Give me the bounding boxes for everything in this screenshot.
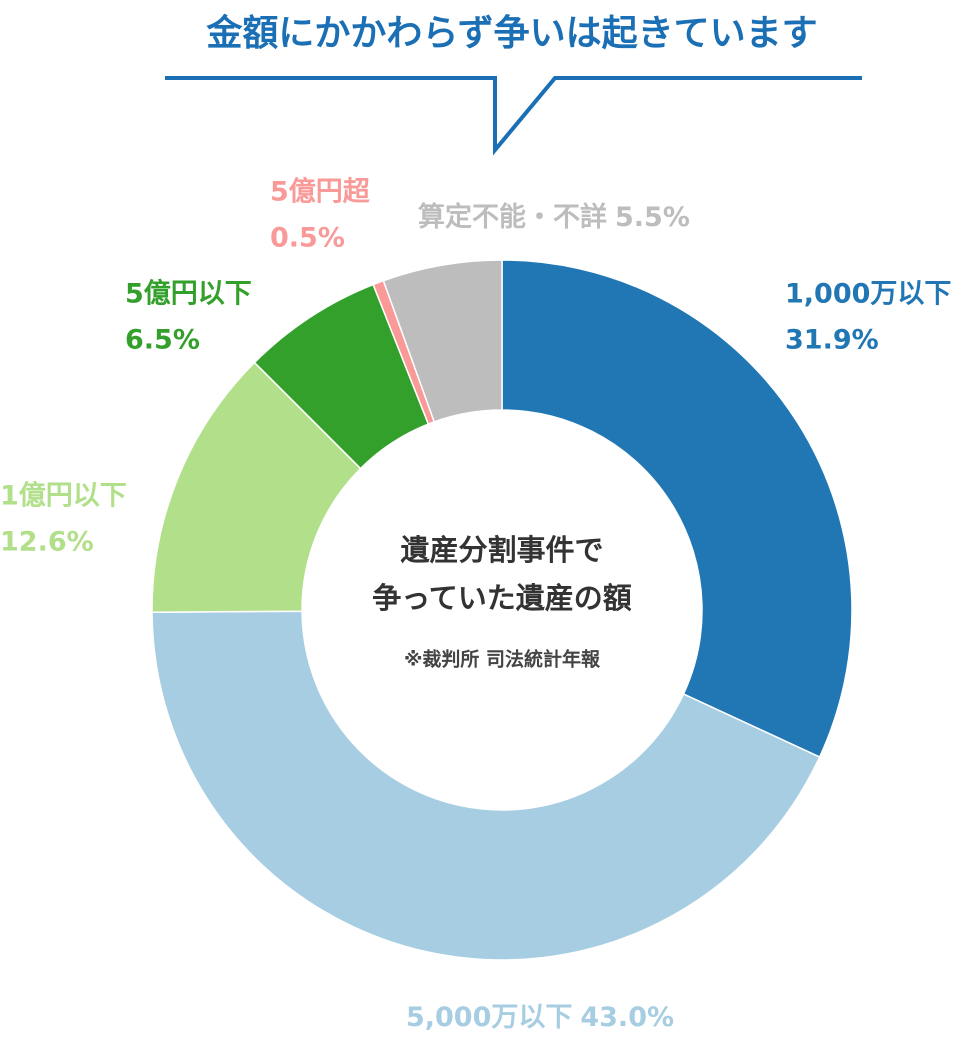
center-text: 争っていた遺産の額 xyxy=(372,581,632,615)
donut-segment xyxy=(501,259,853,759)
value-label: 12.6% xyxy=(0,527,94,558)
category-label: 1,000万以下 xyxy=(785,279,951,310)
category-label: 5億円超 xyxy=(270,177,371,208)
value-label: 43.0% xyxy=(580,1002,674,1033)
chart-title: 金額にかかわらず争いは起きています xyxy=(205,12,817,54)
category-label: 算定不能・不詳 xyxy=(418,201,607,233)
donut-segment xyxy=(151,610,821,961)
category-label: 5,000万以下 xyxy=(406,1002,572,1033)
donut xyxy=(151,259,853,961)
speech-bubble xyxy=(165,76,862,156)
note: ※裁判所 司法統計年報 xyxy=(404,648,601,671)
center-text: 遺産分割事件で xyxy=(400,533,603,567)
value-label: 0.5% xyxy=(270,223,345,254)
value-label: 5.5% xyxy=(615,202,690,233)
value-label: 31.9% xyxy=(785,325,879,356)
segment-label: 算定不能・不詳 5.5% xyxy=(418,201,690,233)
category-label: 5億円以下 xyxy=(125,279,252,310)
donut-segment xyxy=(382,259,503,423)
segment-label: 5,000万以下 43.0% xyxy=(406,1002,674,1033)
value-label: 6.5% xyxy=(125,325,200,356)
category-label: 1億円以下 xyxy=(0,481,127,512)
